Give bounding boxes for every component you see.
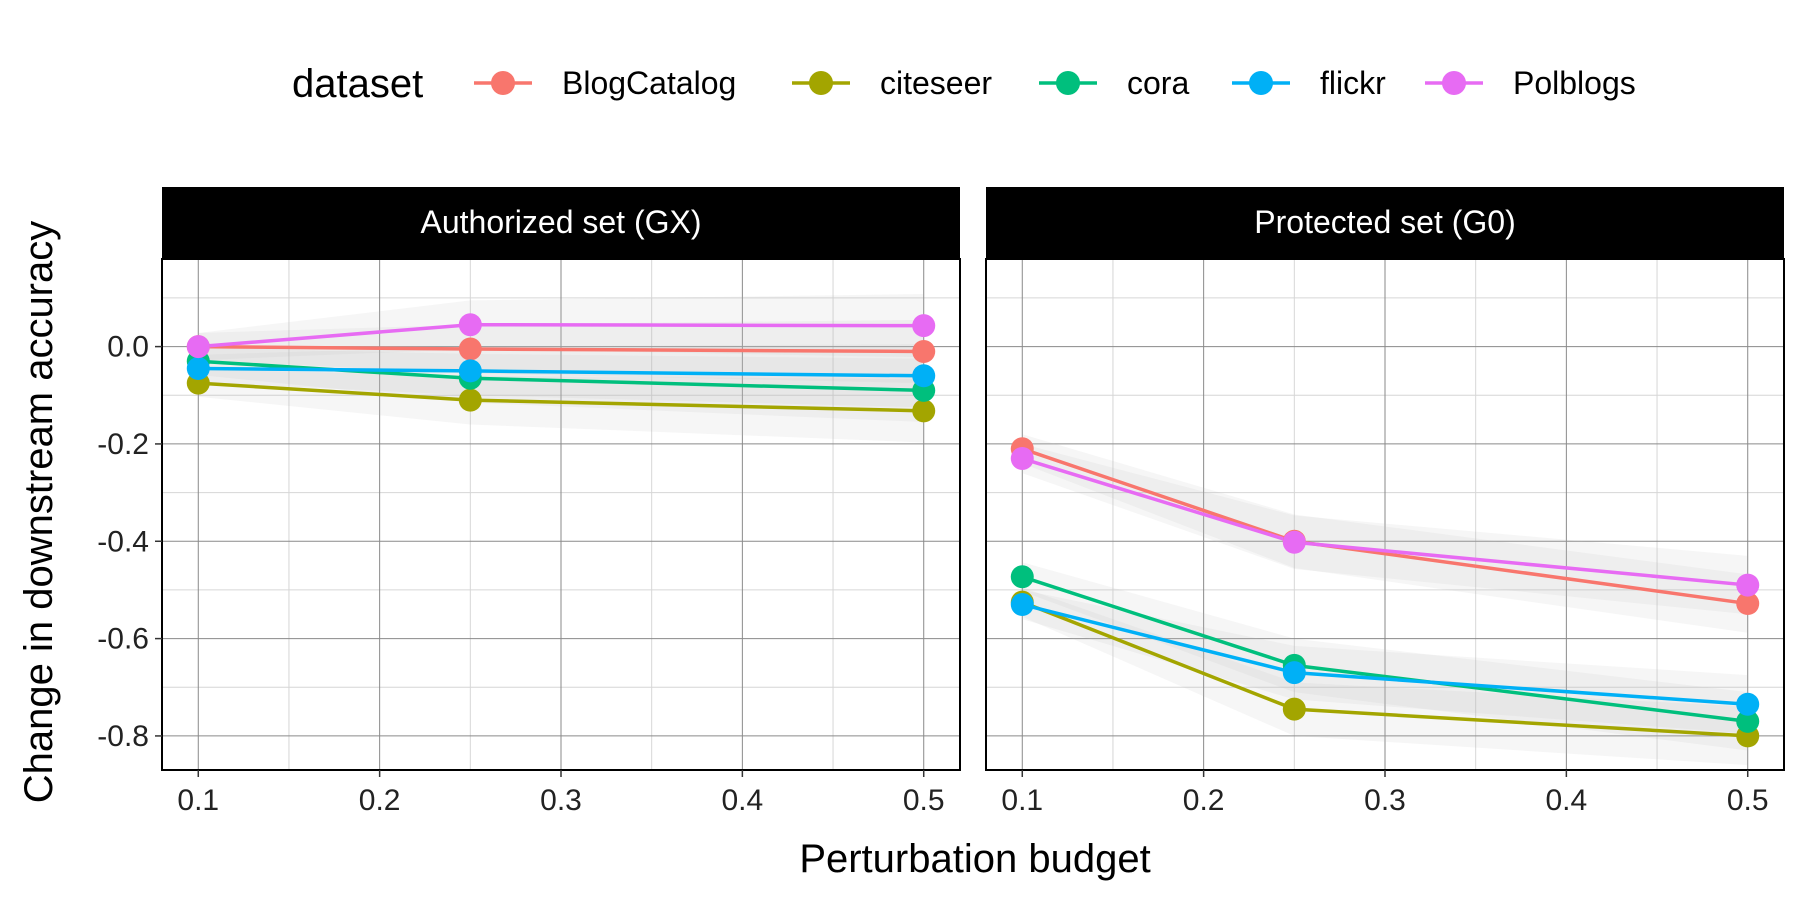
legend-label: BlogCatalog xyxy=(562,65,736,101)
data-point-flickr xyxy=(1282,661,1306,685)
x-tick-label: 0.4 xyxy=(1546,784,1588,817)
panel-protected-set-g0: Protected set (G0) 0.1 0.2 0.3 0.4 0.5 xyxy=(985,187,1785,817)
legend-label: Polblogs xyxy=(1513,65,1636,101)
facet-strip-label: Protected set (G0) xyxy=(1254,204,1515,240)
y-axis: 0.0 -0.2 -0.4 -0.6 -0.8 xyxy=(97,331,162,753)
x-tick-label: 0.1 xyxy=(1001,784,1043,817)
data-point-cora xyxy=(1010,565,1034,589)
facet-strip xyxy=(986,187,1784,259)
legend-key-point xyxy=(1442,71,1466,95)
data-point-citeseer xyxy=(1282,697,1306,721)
x-tick-label: 0.2 xyxy=(1183,784,1225,817)
data-point-cora xyxy=(1736,709,1760,733)
data-point-flickr xyxy=(1736,692,1760,716)
data-point-flickr xyxy=(1010,593,1034,617)
data-point-polblogs xyxy=(1282,530,1306,554)
legend-key-point xyxy=(1249,71,1273,95)
data-point-citeseer xyxy=(458,388,482,412)
facet-strip-label: Authorized set (GX) xyxy=(421,204,702,240)
data-point-polblogs xyxy=(186,335,210,359)
y-tick-label: -0.4 xyxy=(97,525,149,558)
data-point-polblogs xyxy=(1736,573,1760,597)
legend-title: dataset xyxy=(292,62,423,106)
panel-authorized-set-gx: Authorized set (GX) 0.1 0.2 0.3 0.4 0.5 0.0 -0.… xyxy=(97,187,961,817)
data-point-blogcatalog xyxy=(912,339,936,363)
y-tick-label: -0.8 xyxy=(97,720,149,753)
legend-label: cora xyxy=(1127,65,1189,101)
data-point-polblogs xyxy=(1010,447,1034,471)
data-point-flickr xyxy=(186,357,210,380)
panels: Authorized set (GX) 0.1 0.2 0.3 0.4 0.5 0.0 -0.… xyxy=(97,187,1785,817)
x-tick-label: 0.4 xyxy=(722,784,764,817)
x-tick-label: 0.1 xyxy=(177,784,219,817)
series xyxy=(1010,437,1760,748)
y-tick-label: 0.0 xyxy=(107,331,149,364)
data-point-flickr xyxy=(912,364,936,388)
confidence-bands xyxy=(198,294,924,443)
data-point-polblogs xyxy=(912,314,936,338)
series xyxy=(186,313,936,423)
legend-item-polblogs: Polblogs xyxy=(1425,65,1636,101)
x-axis-title: Perturbation budget xyxy=(799,837,1150,881)
x-tick-label: 0.3 xyxy=(540,784,582,817)
confidence-band-polblogs xyxy=(1022,443,1748,615)
grid xyxy=(162,259,960,770)
x-axis: 0.1 0.2 0.3 0.4 0.5 xyxy=(1001,770,1769,817)
x-tick-label: 0.5 xyxy=(903,784,945,817)
data-point-blogcatalog xyxy=(1736,592,1760,616)
y-axis-title: Change in downstream accuracy xyxy=(17,221,61,804)
y-tick-label: -0.6 xyxy=(97,623,149,656)
legend-key-point xyxy=(809,71,833,95)
confidence-band-flickr xyxy=(198,344,924,408)
y-tick-label: -0.2 xyxy=(97,428,149,461)
legend-label: flickr xyxy=(1320,65,1386,101)
x-tick-label: 0.5 xyxy=(1727,784,1769,817)
confidence-band-cora xyxy=(1022,562,1748,751)
x-tick-label: 0.3 xyxy=(1364,784,1406,817)
legend-item-flickr: flickr xyxy=(1232,65,1386,101)
legend-item-citeseer: citeseer xyxy=(792,65,992,101)
facet-strip xyxy=(162,187,960,259)
data-point-citeseer xyxy=(912,399,936,423)
legend-key-point xyxy=(491,71,515,95)
confidence-band-cora xyxy=(198,347,924,423)
confidence-band-polblogs xyxy=(198,294,924,361)
legend: dataset BlogCatalog citeseer cora flickr Pol… xyxy=(292,62,1636,106)
x-tick-label: 0.2 xyxy=(359,784,401,817)
data-point-polblogs xyxy=(458,313,482,337)
x-axis: 0.1 0.2 0.3 0.4 0.5 xyxy=(177,770,945,817)
legend-item-cora: cora xyxy=(1039,65,1189,101)
legend-key-point xyxy=(1056,71,1080,95)
confidence-band-blogcatalog xyxy=(1022,434,1748,633)
legend-label: citeseer xyxy=(880,65,992,101)
confidence-band-citeseer xyxy=(1022,587,1748,766)
data-point-flickr xyxy=(458,359,482,383)
confidence-band-blogcatalog xyxy=(198,319,924,384)
data-point-blogcatalog xyxy=(458,337,482,361)
confidence-band-citeseer xyxy=(198,369,924,443)
legend-item-blogcatalog: BlogCatalog xyxy=(474,65,736,101)
